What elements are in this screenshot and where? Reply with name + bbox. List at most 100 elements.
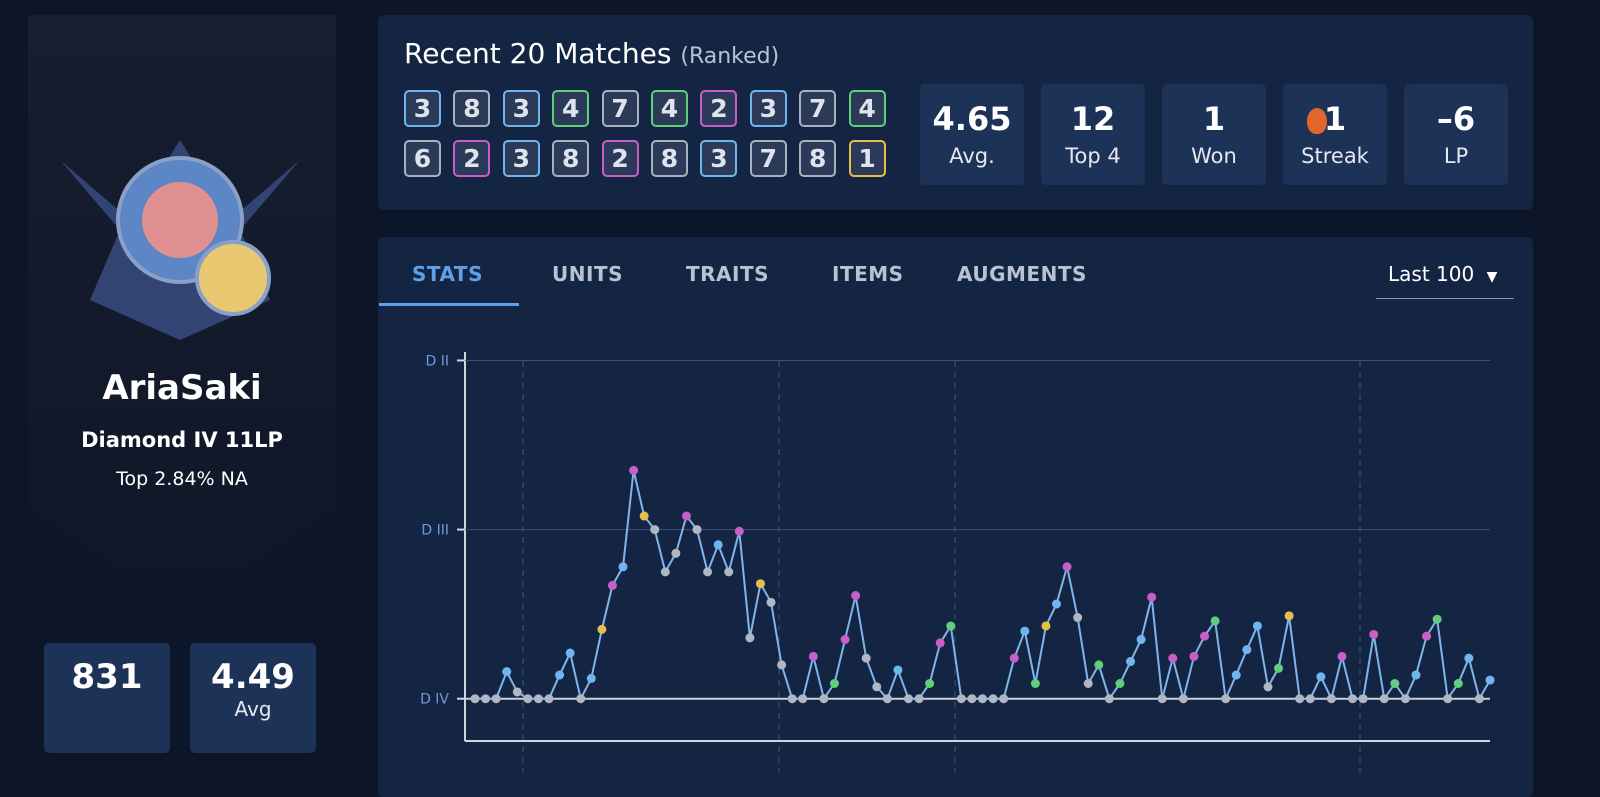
tab[interactable]: UNITS: [552, 262, 623, 286]
player-name: AriaSaki: [102, 368, 262, 408]
stat-value: 4.65: [932, 100, 1012, 138]
point: [914, 694, 924, 704]
placement-box: 3: [700, 140, 738, 177]
point: [618, 562, 628, 572]
line: [475, 470, 1491, 703]
point: [1242, 645, 1252, 655]
stat-card: 12 Top 4: [1041, 84, 1145, 185]
point: [967, 694, 977, 704]
point: [671, 548, 681, 558]
point: [935, 638, 945, 648]
matches-title: Recent 20 Matches (Ranked): [404, 37, 779, 70]
tab[interactable]: ITEMS: [832, 262, 904, 286]
y-tick-label: D II: [426, 353, 450, 369]
point: [925, 678, 935, 688]
point: [1464, 653, 1474, 663]
placement-box: 8: [552, 140, 590, 177]
point: [745, 633, 755, 643]
point: [1485, 675, 1495, 685]
point: [1305, 694, 1315, 704]
point: [1443, 694, 1453, 704]
stat-value: 12: [1070, 100, 1116, 138]
point: [502, 667, 512, 677]
point: [999, 694, 1009, 704]
point: [861, 653, 871, 663]
point: [1284, 611, 1294, 621]
tab[interactable]: STATS: [412, 262, 483, 286]
placement-box: 3: [749, 90, 787, 127]
placement-box: 7: [799, 90, 837, 127]
placement-box: 1: [848, 140, 886, 177]
point: [1390, 678, 1400, 688]
stat-label: Avg.: [949, 144, 995, 168]
point: [798, 694, 808, 704]
placement-box: 6: [404, 140, 441, 177]
point: [1348, 694, 1358, 704]
tab[interactable]: TRAITS: [686, 262, 770, 286]
point: [1030, 678, 1040, 688]
point: [1115, 678, 1125, 688]
stat-card: –6 LP: [1404, 84, 1508, 185]
point: [544, 694, 554, 704]
point: [491, 694, 501, 704]
y-tick-label: D III: [421, 523, 449, 539]
point: [1400, 694, 1410, 704]
point: [481, 694, 491, 704]
point: [512, 687, 522, 697]
point: [1094, 660, 1104, 670]
point: [692, 525, 702, 535]
point: [787, 694, 797, 704]
chart: D IV D III D II: [420, 352, 1495, 773]
point: [988, 694, 998, 704]
point: [724, 567, 734, 577]
placement-box: 7: [601, 90, 639, 127]
point: [1274, 663, 1284, 673]
point: [808, 651, 818, 661]
placement-box: 2: [453, 140, 491, 177]
stat-label: Won: [1191, 144, 1237, 168]
placement-box: 4: [848, 90, 886, 127]
point: [1041, 621, 1051, 631]
point: [1316, 672, 1326, 682]
placement-box: 8: [799, 140, 837, 177]
stat-value: 1: [1202, 100, 1226, 138]
point: [882, 694, 892, 704]
filter-dropdown[interactable]: Last 100 ▼: [1376, 262, 1514, 299]
point: [1358, 694, 1368, 704]
point: [1104, 694, 1114, 704]
point: [1020, 626, 1030, 636]
point: [819, 694, 829, 704]
point: [1178, 694, 1188, 704]
point: [1073, 613, 1083, 623]
point: [1062, 562, 1072, 572]
point: [1231, 670, 1241, 680]
point: [1432, 614, 1442, 624]
point: [1083, 678, 1093, 688]
point: [1157, 694, 1167, 704]
title-text: Recent 20 Matches: [404, 37, 672, 70]
placement-box: 4: [552, 90, 590, 127]
point: [1337, 651, 1347, 661]
point: [629, 465, 639, 475]
stat-label: Streak: [1301, 144, 1369, 168]
avatar: [60, 140, 300, 340]
point: [1189, 651, 1199, 661]
stat-card: 4.65 Avg.: [920, 84, 1024, 185]
point: [1221, 694, 1231, 704]
placement-box: 2: [700, 90, 738, 127]
player-rank: Diamond IV 11LP: [81, 428, 283, 452]
point: [713, 540, 723, 550]
point: [903, 694, 913, 704]
avg-value: 4.49: [211, 657, 295, 697]
point: [1147, 592, 1157, 602]
point: [766, 597, 776, 607]
stat-card: 1 Won: [1162, 84, 1266, 185]
tab[interactable]: AUGMENTS: [957, 262, 1087, 286]
stat-card: 1 Streak: [1283, 84, 1387, 185]
point: [1168, 653, 1178, 663]
point: [576, 694, 586, 704]
placement-box: 7: [749, 140, 787, 177]
point: [523, 694, 533, 704]
player-percentile: Top 2.84% NA: [116, 468, 248, 490]
point: [597, 624, 607, 634]
